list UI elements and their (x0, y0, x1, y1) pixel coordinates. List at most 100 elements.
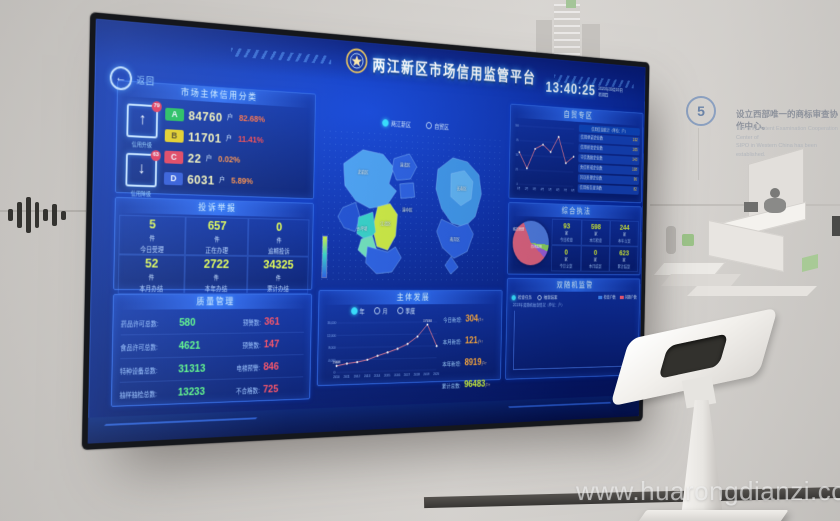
svg-text:100: 100 (515, 124, 519, 128)
tab-liangjiang[interactable]: 两江新区 (382, 118, 411, 129)
complaints-grid: 5 件今日受理 657 件正在办理 0 件逾期投诉 52 件本月办结 2722 件本年办结… (117, 214, 310, 294)
svg-text:2012: 2012 (354, 375, 360, 379)
credit-downgrade-icon: ↓ 63 (125, 149, 161, 188)
svg-text:4月: 4月 (540, 187, 543, 191)
svg-text:2月: 2月 (525, 187, 529, 191)
upgrade-badge: 79 (151, 100, 162, 113)
kiosk-base (637, 510, 789, 521)
stat-cell: 244 家本年立案 (610, 220, 639, 247)
panel-title: 质量管理 (113, 294, 312, 310)
stat-cell: 0 件逾期投诉 (248, 218, 310, 257)
milestone-text-en: The only Patent Examination Cooperation … (736, 126, 838, 158)
stat-cell: 598 家本月检查 (581, 219, 611, 247)
svg-text:12,000: 12,000 (327, 334, 336, 338)
svg-text:7月: 7月 (564, 188, 567, 192)
legend-item: 问题户数 (619, 295, 637, 300)
legend-swatch (619, 295, 624, 299)
map-region-label: 沙坪坝 (356, 226, 368, 231)
choropleth-map (319, 127, 504, 284)
svg-text:2014: 2014 (374, 374, 380, 378)
panel-title: 双随机监管 (507, 278, 640, 292)
time-display: 13:40:25 (545, 79, 596, 99)
wall-sign-edge (832, 216, 840, 236)
footer-decor (96, 417, 258, 435)
filter-check-result[interactable]: 抽查结果 (537, 294, 557, 300)
grade-chip: C (164, 150, 184, 164)
credit-trend-icons: ↑ 79 信用升级 ↓ 63 信用降级 (121, 100, 162, 203)
svg-text:8月: 8月 (571, 189, 574, 193)
legend-swatch (598, 295, 603, 299)
panel-entity-development: 主体发展 年 月 季度 0 4,000 8,000 12,000 16,000 2010 2… (316, 289, 503, 390)
panel-complaints: 投诉举报 5 件今日受理 657 件正在办理 0 件逾期投诉 52 件本月办结 2722… (113, 196, 314, 294)
svg-text:50: 50 (516, 153, 519, 157)
up-arrow-icon: ↑ (481, 339, 484, 345)
back-button[interactable]: ← 返回 (109, 65, 156, 93)
tab-ftz[interactable]: 自贸区 (426, 121, 449, 131)
stat-cell: 623 家累计结案 (609, 246, 639, 272)
up-arrow-icon: ↑ (484, 361, 487, 367)
panel-title: 综合执法 (508, 202, 641, 220)
stat-cell: 34325 件累计办结 (247, 255, 309, 294)
credit-upgrade-icon: ↑ 79 (126, 100, 162, 139)
downgrade-badge: 63 (150, 149, 161, 162)
quality-row: 抽样抽检总数: 13233 不合格数: 725 (119, 383, 279, 400)
svg-text:1月: 1月 (517, 186, 521, 190)
panel-quality: 质量管理 药品许可总数: 580 预警数: 361 食品许可总数: 4621 预警数: 14… (110, 293, 313, 407)
stat-cell: 2722 件本年办结 (183, 255, 249, 294)
svg-text:2020: 2020 (433, 372, 439, 376)
stat-cell: 0 家本月结案 (580, 245, 611, 272)
map-region-label: 渝北区 (400, 162, 411, 168)
panel-title: 主体发展 (319, 290, 502, 305)
filter-check-task[interactable]: 检查任务 (511, 294, 532, 300)
back-arrow-icon[interactable]: ← (109, 65, 133, 91)
dev-stats: 今日新增: 304户↑ 本月新增: 121户↑ 本年新增: 8919户↑ 累计总… (442, 310, 499, 399)
development-line-chart: 0 4,000 8,000 12,000 16,000 2010 2011 2012 2013 2… (327, 319, 439, 380)
equalizer-icon (8, 194, 67, 236)
service-counter-illustration (652, 147, 840, 312)
stat-cell: 657 件正在办理 (184, 216, 249, 256)
milestone-number: 5 (686, 96, 716, 126)
list-item: 失信惩戒企业数 108 (578, 163, 640, 176)
date-display: 2020年09月03日 星期四 (598, 86, 623, 98)
stat-cell: 52 件本月办结 (117, 254, 185, 294)
chart-note: 2019年双随机抽查情况（单位：户） (512, 302, 565, 308)
panel-credit-classification: 市场主体信用分类 ↑ 79 信用升级 ↓ 63 信用降级 (115, 79, 316, 200)
panel-enforcement: 综合执法 市场监管 城市管理 93 家今日检查 598 家本月检查 244 家本年立案… (507, 201, 642, 276)
quality-row: 药品许可总数: 580 预警数: 361 (120, 310, 305, 336)
svg-text:16,000: 16,000 (327, 321, 336, 325)
list-item: 信用报告查询数 82 (577, 184, 639, 195)
svg-text:2010: 2010 (333, 375, 340, 379)
stat-row: 本月新增: 121户↑ (442, 335, 484, 347)
grade-chip: A (165, 107, 185, 121)
map-region-label: 渝中区 (402, 207, 413, 213)
svg-text:2016: 2016 (394, 373, 400, 377)
pie-slice-label: 城市管理 (512, 227, 525, 232)
buildings-illustration (536, 0, 618, 62)
svg-text:2011: 2011 (344, 375, 350, 379)
pie-slice-label: 市场监管 (530, 244, 542, 250)
display-screen: 两江新区市场信用监管平台 13:40:25 2020年09月03日 星期四 ← … (81, 12, 650, 450)
svg-text:0: 0 (334, 371, 336, 375)
stat-cell: 0 家今日立案 (551, 245, 582, 272)
svg-text:2408: 2408 (333, 360, 341, 365)
svg-text:17034: 17034 (423, 319, 432, 324)
spot-controls: 检查任务 抽查结果 检查户数 问题户数 (511, 293, 637, 301)
svg-text:25: 25 (515, 168, 518, 172)
grade-chip: D (163, 171, 183, 185)
milestone-note: 5 设立西部唯一的商标审查协作中心。 The only Patent Exami… (680, 94, 840, 224)
platform-emblem-icon (345, 47, 368, 74)
stat-row: 累计总数: 96483户↑ (441, 378, 491, 390)
up-arrow-icon: ↑ (488, 382, 491, 389)
map-region-label: 江北区 (380, 221, 391, 227)
timeline-line (698, 128, 699, 180)
district-map[interactable]: 北碚区 渝北区 长寿区 江北区 沙坪坝 渝中区 南岸区 (318, 127, 505, 285)
svg-text:4,000: 4,000 (328, 359, 335, 363)
quality-rows: 药品许可总数: 580 预警数: 361 食品许可总数: 4621 预警数: 147 特种设… (119, 310, 305, 402)
svg-text:5月: 5月 (548, 188, 551, 192)
list-item: 异议处理企业数 96 (577, 174, 639, 185)
ftz-line-chart: 0 25 50 75 100 1月 2月 3月 4月 5月 6月 7月 8月 (515, 124, 576, 193)
svg-text:2015: 2015 (384, 374, 390, 378)
stat-row: 今日新增: 304户↑ (443, 313, 484, 325)
grade-chip: B (164, 128, 184, 143)
panel-ftz-zone: 自贸专区 0 25 50 75 100 1月 2月 3月 4月 5月 6月 7月 8月 信用信息统计（单… (508, 103, 644, 204)
